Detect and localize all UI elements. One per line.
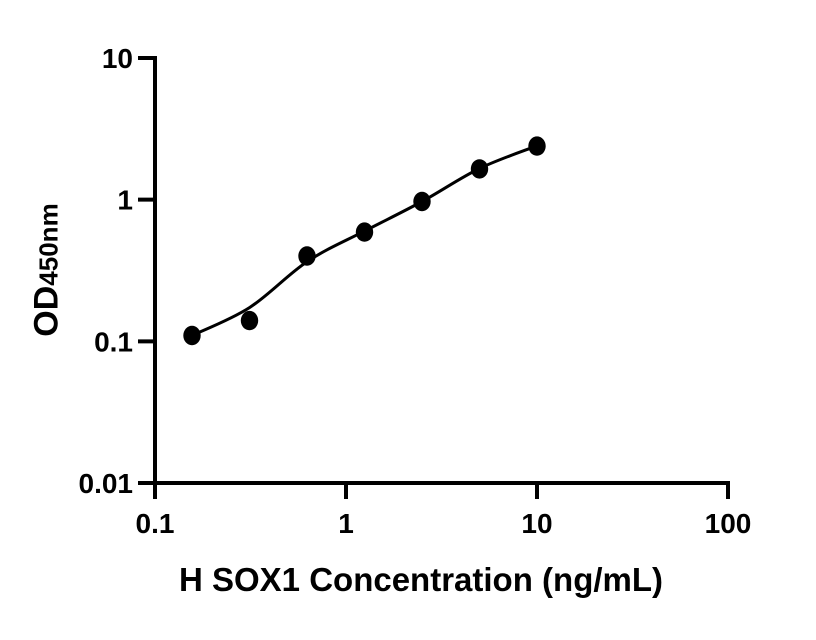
axis-spine [153, 56, 730, 485]
data-point [298, 246, 316, 266]
x-tick-label: 10 [521, 508, 552, 539]
x-tick-label: 0.1 [136, 508, 175, 539]
x-tick-label: 100 [705, 508, 752, 539]
y-axis-title-main: OD [27, 285, 66, 337]
y-tick-label: 1 [117, 185, 133, 216]
y-tick-label: 10 [102, 43, 133, 74]
data-point [183, 325, 201, 346]
y-axis-title-sub: 450nm [33, 203, 64, 286]
data-point [470, 159, 489, 179]
x-tick-label: 1 [338, 508, 354, 539]
x-axis-title: H SOX1 Concentration (ng/mL) [178, 561, 664, 598]
data-point [413, 191, 431, 212]
y-tick-label: 0.1 [94, 326, 133, 357]
data-point [528, 136, 546, 156]
y-axis-title: OD450nm [28, 203, 67, 336]
data-point [355, 222, 374, 242]
y-tick-label: 0.01 [79, 468, 134, 499]
data-point [240, 310, 259, 331]
